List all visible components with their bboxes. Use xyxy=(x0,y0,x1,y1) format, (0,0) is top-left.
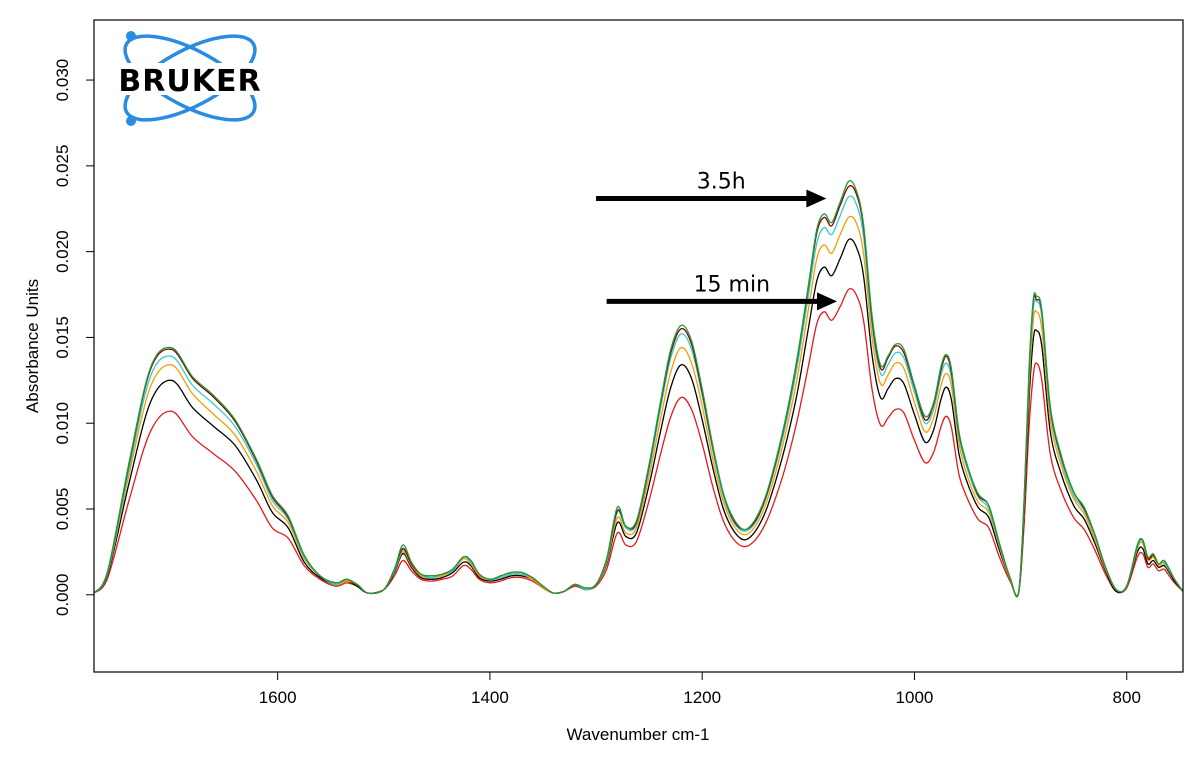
y-tick-label: 0.010 xyxy=(53,402,72,445)
y-tick-label: 0.025 xyxy=(53,145,72,188)
bruker-logo: BRUKER xyxy=(100,31,282,126)
y-tick-label: 0.000 xyxy=(53,574,72,617)
logo-text: BRUKER xyxy=(118,64,261,99)
logo-dot-top-icon xyxy=(126,31,136,41)
annotation-label: 15 min xyxy=(694,272,770,297)
annotation-label: 3.5h xyxy=(697,169,746,194)
x-tick-label: 1600 xyxy=(259,688,297,707)
y-axis-title: Absorbance Units xyxy=(23,279,42,413)
spectrum-line-6 xyxy=(93,180,1184,598)
logo-dot-bottom-icon xyxy=(126,116,136,126)
x-tick-label: 1200 xyxy=(683,688,721,707)
annotations: 3.5h 15 min xyxy=(596,169,837,311)
spectrum-line-3 xyxy=(93,215,1184,598)
x-axis: 1600 1400 1200 1000 800 xyxy=(259,672,1141,707)
spectrum-line-1 xyxy=(93,287,1184,597)
x-tick-label: 1000 xyxy=(896,688,934,707)
y-tick-label: 0.005 xyxy=(53,488,72,531)
y-tick-label: 0.030 xyxy=(53,59,72,102)
series-layer xyxy=(93,180,1184,598)
plot-frame xyxy=(93,19,1184,673)
x-axis-title: Wavenumber cm-1 xyxy=(567,725,710,744)
arrow-head-icon xyxy=(806,189,827,208)
logo-orbits-icon xyxy=(123,34,257,122)
y-axis: 0.000 0.005 0.010 0.015 0.020 0.025 0.030 xyxy=(53,59,94,616)
x-tick-label: 800 xyxy=(1113,688,1141,707)
spectrum-line-2 xyxy=(93,238,1184,597)
logo-text-backing xyxy=(100,63,282,95)
y-tick-label: 0.020 xyxy=(53,230,72,273)
x-tick-label: 1400 xyxy=(471,688,509,707)
y-tick-label: 0.015 xyxy=(53,316,72,359)
arrow-head-icon xyxy=(816,292,837,311)
